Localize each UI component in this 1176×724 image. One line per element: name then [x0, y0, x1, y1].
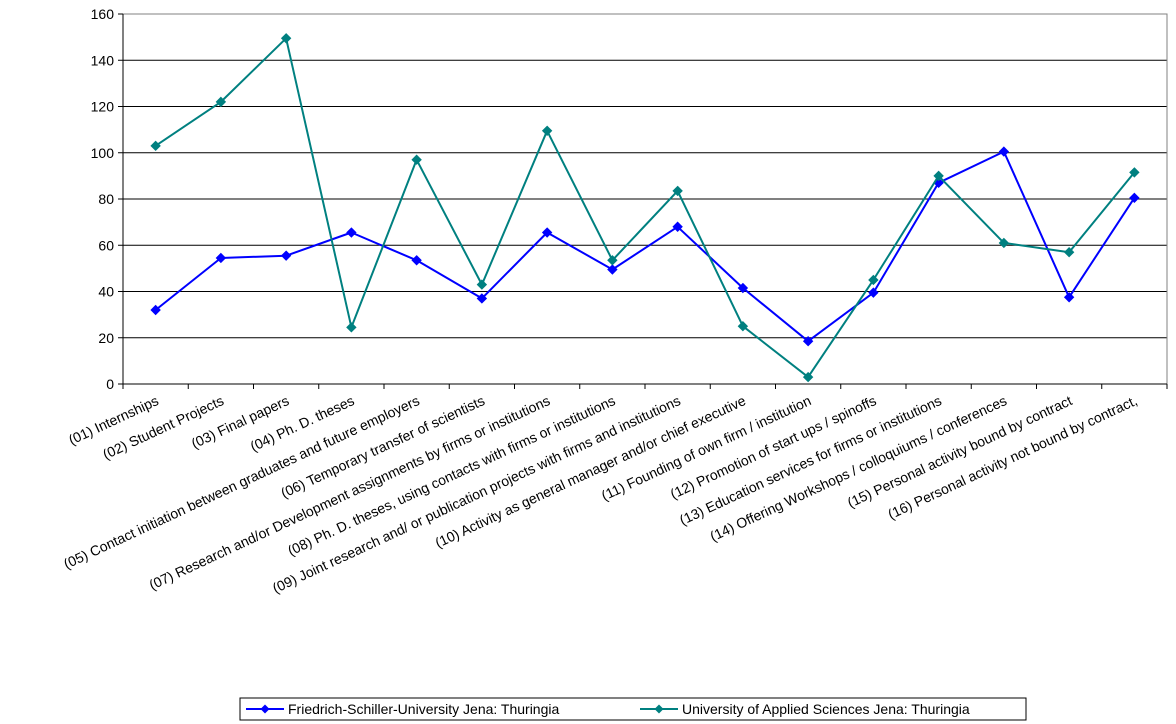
- x-axis: [122, 383, 1168, 389]
- legend-label: University of Applied Sciences Jena: Thu…: [682, 701, 970, 717]
- y-axis: 0 20 40 60 80 100 120 140 160: [91, 6, 124, 392]
- data-point: [737, 320, 749, 332]
- data-point: [150, 304, 161, 316]
- gridlines: [122, 13, 1168, 385]
- y-tick-label: 20: [98, 330, 114, 346]
- data-point: [541, 125, 553, 136]
- data-point: [998, 146, 1010, 157]
- data-point: [411, 255, 422, 266]
- y-tick-label: 140: [91, 52, 115, 68]
- data-point: [1063, 246, 1075, 258]
- series-line-2: [155, 37, 1136, 379]
- data-point: [541, 227, 553, 238]
- y-tick-label: 0: [106, 376, 114, 392]
- data-point: [672, 185, 683, 197]
- data-point: [868, 287, 879, 298]
- series-group: [150, 33, 1140, 383]
- data-point: [346, 227, 357, 238]
- y-tick-label: 80: [98, 191, 114, 207]
- series-line-1: [154, 150, 1136, 343]
- data-point: [737, 282, 749, 294]
- legend-swatch-marker: [260, 704, 270, 714]
- data-point: [215, 96, 227, 108]
- y-tick-label: 40: [98, 284, 114, 300]
- data-point: [215, 252, 227, 264]
- data-point: [607, 264, 618, 275]
- y-tick-label: 100: [91, 145, 115, 161]
- data-point: [476, 279, 488, 290]
- data-point: [607, 255, 618, 266]
- y-tick-label: 60: [98, 237, 114, 253]
- data-point: [476, 293, 488, 304]
- legend: Friedrich-Schiller-University Jena: Thur…: [239, 697, 1027, 721]
- data-point: [933, 170, 944, 182]
- data-point: [280, 33, 292, 44]
- data-point: [868, 274, 879, 286]
- data-point: [346, 322, 357, 333]
- data-point: [802, 336, 814, 347]
- data-point: [411, 154, 422, 165]
- data-point: [998, 237, 1010, 249]
- y-tick-label: 160: [91, 6, 115, 22]
- data-point: [802, 371, 814, 383]
- data-point: [150, 140, 161, 152]
- data-point: [1129, 192, 1140, 204]
- legend-box: [239, 697, 1027, 721]
- data-point: [280, 250, 292, 261]
- category-labels: (01) Internships(02) Student Projects(03…: [61, 392, 1140, 596]
- legend-label: Friedrich-Schiller-University Jena: Thur…: [288, 701, 559, 717]
- data-point: [672, 221, 683, 232]
- data-point: [1063, 292, 1075, 303]
- data-point: [1129, 167, 1140, 178]
- y-tick-label: 120: [91, 99, 115, 115]
- legend-swatch-marker: [654, 704, 664, 714]
